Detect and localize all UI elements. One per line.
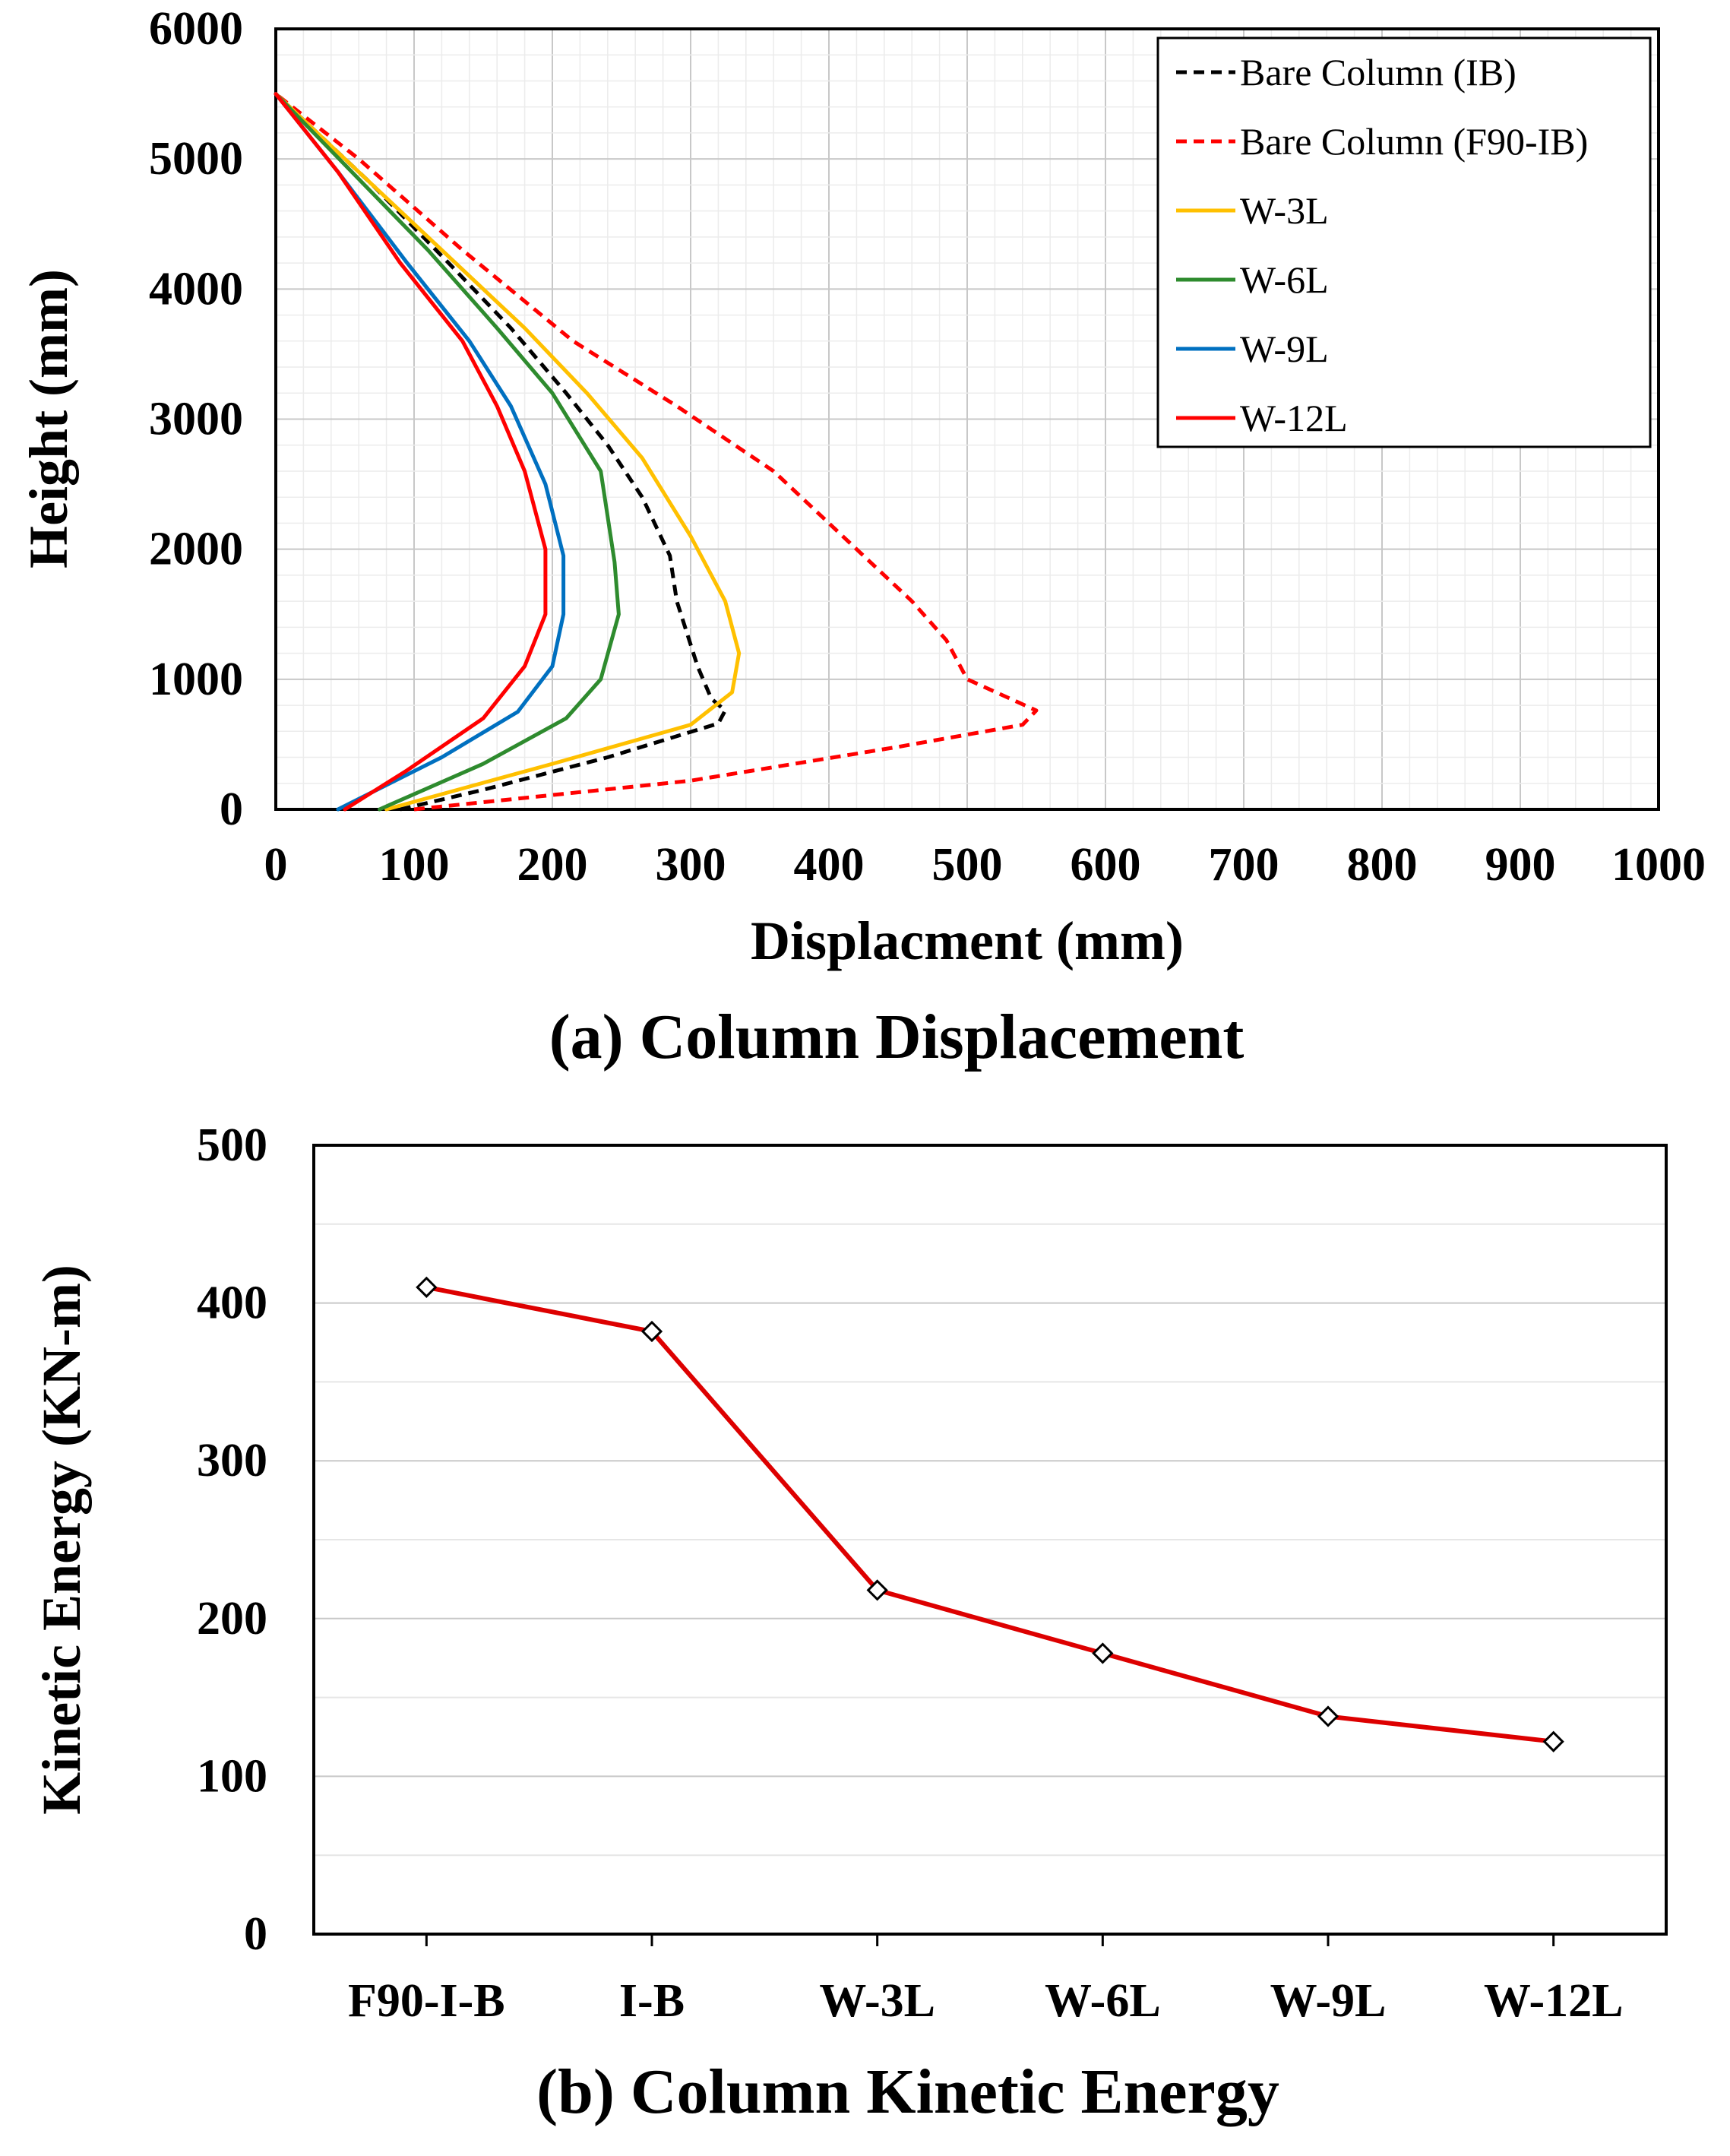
x-tick-label: W-12L (1484, 1975, 1624, 2027)
x-tick-label: F90-I-B (348, 1975, 505, 2027)
data-point-w-9l (1317, 1705, 1339, 1727)
y-tick-label: 300 (197, 1435, 267, 1486)
series-line-bare-column-f90-ib (274, 92, 1039, 812)
chart-a-y-axis-label: Height (mm) (18, 269, 79, 568)
x-tick-label: W-6L (1045, 1975, 1161, 2027)
data-point-f90-i-b (416, 1276, 438, 1298)
y-tick-label: 200 (197, 1593, 267, 1645)
y-tick-label: 0 (244, 1908, 267, 1960)
y-tick-label: 0 (220, 784, 243, 835)
x-tick-label: 800 (1347, 839, 1418, 891)
x-tick-label: 200 (517, 839, 588, 891)
chart-b-y-ticks: 0 100 200 300 400 500 (197, 1119, 267, 1960)
legend-label: W-12L (1240, 397, 1348, 439)
legend-label: W-9L (1240, 328, 1329, 370)
y-tick-label: 500 (197, 1119, 267, 1171)
chart-b-x-ticks: F90-I-B I-B W-3L W-6L W-9L W-12L (348, 1934, 1624, 2027)
series-line-bare-column-ib (274, 92, 727, 812)
legend-box (1156, 36, 1652, 448)
series-line-w-12l (274, 92, 548, 812)
chart-b-series (416, 1276, 1564, 1752)
y-tick-label: 3000 (149, 394, 243, 445)
chart-a-y-ticks: 0 1000 2000 3000 4000 5000 6000 (149, 3, 243, 835)
x-tick-label: W-9L (1270, 1975, 1387, 2027)
chart-a-gridlines (276, 29, 1659, 809)
legend-items: Bare Column (IB) Bare Column (F90-IB) W-3L… (1176, 51, 1588, 439)
chart-b-gridlines (314, 1223, 1666, 1857)
chart-a: 0 100 200 300 400 500 600 700 800 900 1000 0 1000 20… (18, 3, 1706, 1072)
x-tick-label: 300 (656, 839, 726, 891)
x-tick-label: 100 (379, 839, 450, 891)
chart-b: F90-I-B I-B W-3L W-6L W-9L W-12L 0 100 200 300 40… (31, 1119, 1668, 2127)
series-line-w-6l (274, 92, 621, 812)
chart-a-legend: Bare Column (IB) Bare Column (F90-IB) W-3L… (1156, 36, 1652, 448)
data-point-i-b (640, 1320, 663, 1343)
data-point-w-3l (866, 1579, 888, 1601)
chart-b-plot-border (312, 1144, 1668, 1936)
x-tick-label: 600 (1071, 839, 1141, 891)
y-tick-label: 400 (197, 1277, 267, 1329)
series-line-w-3l (274, 92, 742, 812)
y-tick-label: 5000 (149, 133, 243, 185)
legend-label: Bare Column (F90-IB) (1240, 120, 1588, 163)
kinetic-energy-line (425, 1284, 1554, 1744)
x-tick-label: 500 (932, 839, 1003, 891)
chart-a-plot-border (274, 27, 1660, 811)
chart-a-caption: (a) Column Displacement (549, 1002, 1245, 1072)
x-tick-label: 700 (1209, 839, 1279, 891)
series-line-w-9l (274, 92, 566, 812)
chart-a-x-axis-label: Displacment (mm) (751, 910, 1184, 971)
legend-label: W-3L (1240, 189, 1329, 232)
legend-label: W-6L (1240, 258, 1329, 301)
x-tick-label: W-3L (819, 1975, 935, 2027)
y-tick-label: 4000 (149, 263, 243, 315)
chart-a-x-ticks: 0 100 200 300 400 500 600 700 800 900 1000 (264, 839, 1706, 891)
data-point-w-6l (1092, 1642, 1114, 1664)
x-tick-label: I-B (619, 1975, 685, 2027)
chart-b-y-axis-label: Kinetic Energy (KN-m) (31, 1265, 92, 1815)
data-point-w-12l (1542, 1730, 1564, 1752)
y-tick-label: 6000 (149, 3, 243, 55)
y-tick-label: 1000 (149, 654, 243, 705)
x-tick-label: 1000 (1611, 839, 1706, 891)
chart-b-caption: (b) Column Kinetic Energy (536, 2056, 1279, 2127)
legend-label: Bare Column (IB) (1240, 51, 1517, 93)
y-tick-label: 2000 (149, 524, 243, 575)
x-tick-label: 400 (794, 839, 865, 891)
y-tick-label: 100 (197, 1750, 267, 1802)
chart-a-series (274, 92, 1039, 812)
x-tick-label: 0 (264, 839, 288, 891)
x-tick-label: 900 (1485, 839, 1556, 891)
